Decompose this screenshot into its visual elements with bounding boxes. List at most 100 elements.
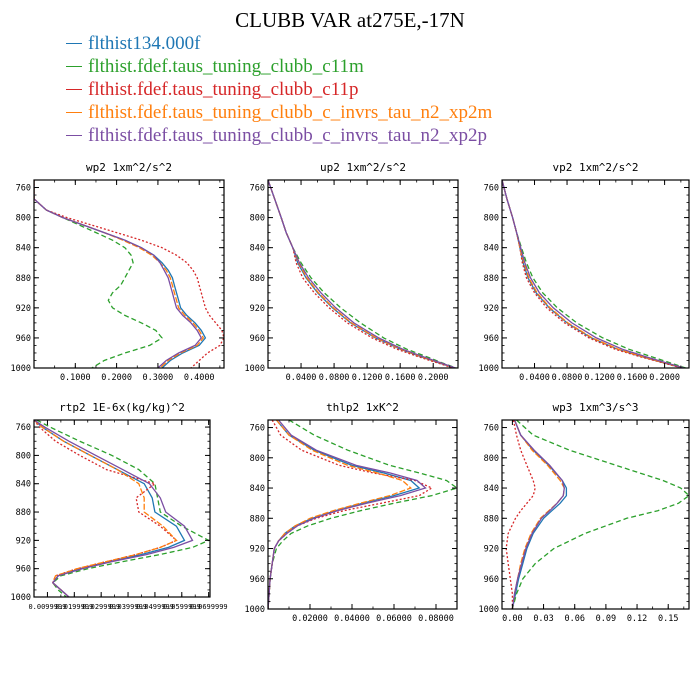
y-tick-label: 840 <box>16 244 31 254</box>
series-line <box>34 420 186 597</box>
y-tick-label: 800 <box>16 214 31 224</box>
legend-swatch <box>66 112 82 114</box>
x-tick-label: 0.00 <box>502 614 522 624</box>
chart-panel: rtp2 1E-6x(kg/kg)^2 760 800 840 880 920 960 100… <box>11 401 228 611</box>
x-tick-label: 0.15 <box>658 614 678 624</box>
x-tick-label: 0.06000 <box>376 614 412 624</box>
figure-title: CLUBB VAR at275E,-17N <box>235 8 465 32</box>
x-tick-label: 0.1200 <box>584 373 615 383</box>
plot-frame <box>33 419 211 598</box>
x-tick-label: 0.1600 <box>385 373 416 383</box>
panel-title: vp2 1xm^2/s^2 <box>552 161 638 174</box>
y-tick-label: 840 <box>484 244 499 254</box>
x-tick-label: 0.0599999 <box>163 603 201 611</box>
y-tick-label: 920 <box>484 545 499 555</box>
series-group <box>268 180 457 368</box>
y-tick-label: 800 <box>250 214 265 224</box>
x-tick-label: 0.0699999 <box>190 603 228 611</box>
series-line <box>268 180 457 368</box>
series-line <box>34 180 203 368</box>
x-tick-label: 0.4000 <box>184 373 215 383</box>
legend-swatch <box>66 89 82 91</box>
legend-label: flthist.fdef.taus_tuning_clubb_c11p <box>88 79 359 100</box>
series-group <box>505 420 689 609</box>
series-line <box>511 420 689 609</box>
legend: flthist134.000f flthist.fdef.taus_tuning… <box>66 32 492 147</box>
chart-panel: vp2 1xm^2/s^2 760 800 840 880 920 960 1000 0.040… <box>479 161 690 383</box>
x-tick-label: 0.1000 <box>60 373 91 383</box>
y-tick-label: 1000 <box>11 364 31 374</box>
x-tick-label: 0.0099999 <box>28 603 66 611</box>
y-tick-label: 960 <box>16 565 31 575</box>
series-line <box>34 420 178 597</box>
y-tick-label: 800 <box>484 214 499 224</box>
plot-frame <box>501 419 690 610</box>
y-tick-label: 960 <box>250 575 265 585</box>
y-tick-label: 1000 <box>11 593 31 603</box>
y-tick-label: 880 <box>250 274 265 284</box>
y-tick-label: 880 <box>16 274 31 284</box>
y-tick-label: 840 <box>484 484 499 494</box>
y-tick-label: 1000 <box>479 605 499 615</box>
legend-label: flthist.fdef.taus_tuning_clubb_c11m <box>88 56 364 77</box>
panel-title: thlp2 1xK^2 <box>326 401 399 414</box>
x-tick-label: 0.0800 <box>552 373 583 383</box>
panel-title: rtp2 1E-6x(kg/kg)^2 <box>59 401 185 414</box>
legend-swatch <box>66 135 82 137</box>
y-tick-label: 920 <box>484 304 499 314</box>
series-line <box>511 420 568 609</box>
x-tick-label: 0.0199999 <box>55 603 93 611</box>
y-tick-label: 760 <box>250 424 265 434</box>
series-line <box>268 420 457 609</box>
series-line <box>34 180 224 368</box>
y-tick-label: 760 <box>16 423 31 433</box>
plot-frame <box>267 419 458 610</box>
y-tick-label: 920 <box>250 304 265 314</box>
series-line <box>34 420 194 597</box>
y-tick-label: 880 <box>484 274 499 284</box>
x-tick-label: 0.3000 <box>143 373 174 383</box>
x-tick-label: 0.2000 <box>418 373 449 383</box>
panel-title: up2 1xm^2/s^2 <box>320 161 406 174</box>
y-tick-label: 760 <box>16 184 31 194</box>
x-tick-label: 0.06 <box>564 614 584 624</box>
y-tick-label: 960 <box>250 334 265 344</box>
series-line <box>268 420 434 609</box>
legend-item: flthist.fdef.taus_tuning_clubb_c_invrs_t… <box>66 124 492 147</box>
series-line <box>268 180 454 368</box>
series-line <box>511 420 565 609</box>
y-tick-label: 960 <box>484 334 499 344</box>
legend-label: flthist134.000f <box>88 33 201 54</box>
legend-swatch <box>66 66 82 68</box>
series-line <box>268 420 413 609</box>
y-tick-label: 800 <box>250 454 265 464</box>
legend-item: flthist.fdef.taus_tuning_clubb_c11m <box>66 55 492 78</box>
y-tick-label: 800 <box>16 451 31 461</box>
series-line <box>34 420 178 597</box>
y-tick-label: 800 <box>484 454 499 464</box>
y-tick-label: 840 <box>250 244 265 254</box>
y-tick-label: 1000 <box>245 364 265 374</box>
y-tick-label: 840 <box>16 480 31 490</box>
series-line <box>36 420 210 597</box>
series-line <box>268 420 427 609</box>
x-tick-label: 0.09 <box>596 614 616 624</box>
series-line <box>34 180 207 368</box>
y-tick-label: 880 <box>250 514 265 524</box>
chart-panel: thlp2 1xK^2 760 800 840 880 920 960 1000 0.02000… <box>245 401 458 624</box>
y-tick-label: 1000 <box>479 364 499 374</box>
x-tick-label: 0.02000 <box>292 614 328 624</box>
y-tick-label: 920 <box>16 304 31 314</box>
panel-title: wp3 1xm^3/s^3 <box>552 401 638 414</box>
panel-title: wp2 1xm^2/s^2 <box>86 161 172 174</box>
y-tick-label: 960 <box>16 334 31 344</box>
y-tick-label: 760 <box>484 184 499 194</box>
x-tick-label: 0.0800 <box>319 373 350 383</box>
y-tick-label: 760 <box>484 424 499 434</box>
x-tick-label: 0.2000 <box>101 373 132 383</box>
x-tick-label: 0.04000 <box>334 614 370 624</box>
x-tick-label: 0.0499999 <box>136 603 174 611</box>
